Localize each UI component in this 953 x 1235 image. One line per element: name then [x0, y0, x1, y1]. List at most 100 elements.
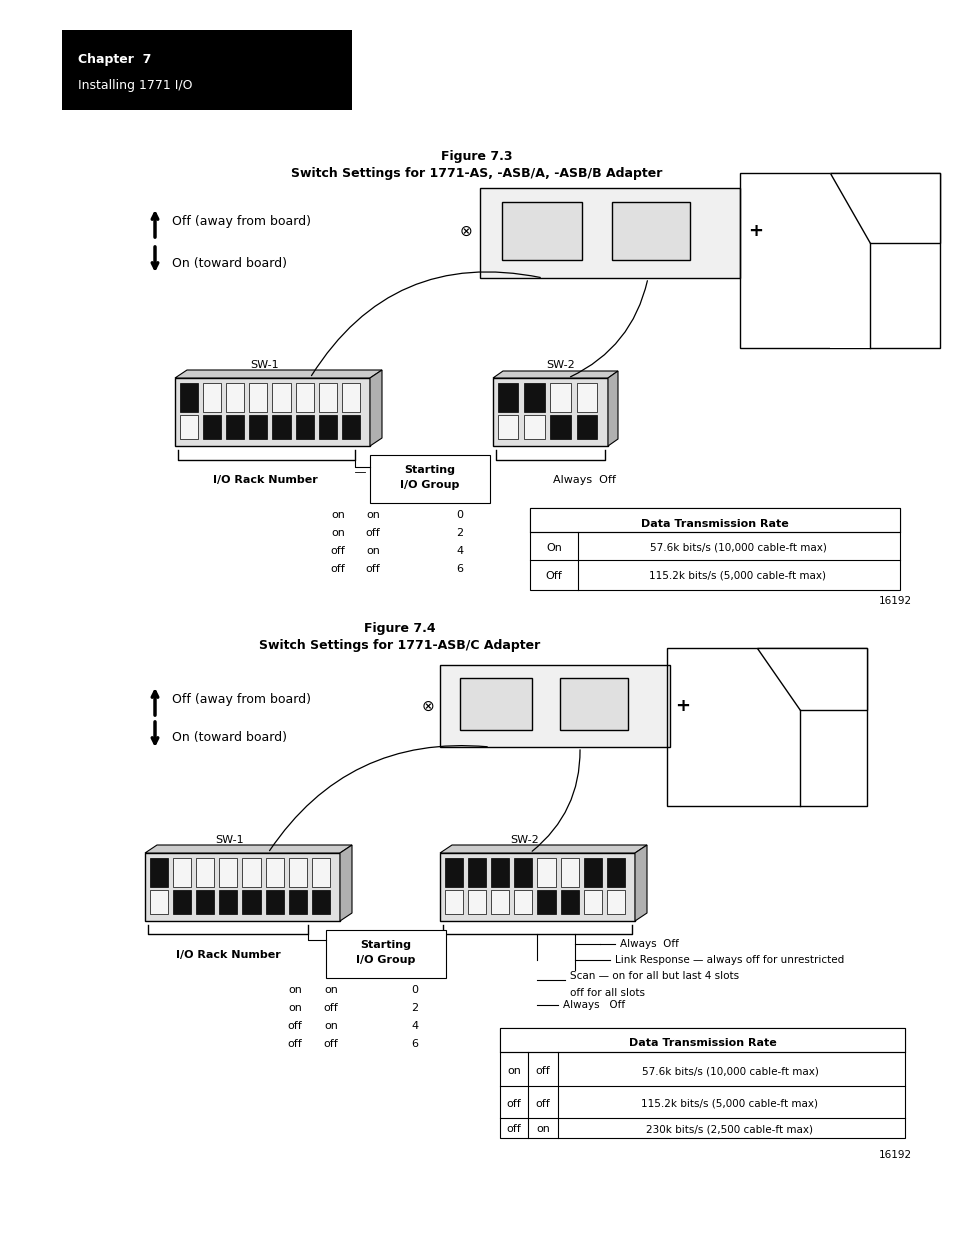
Polygon shape: [174, 370, 381, 378]
Bar: [439, 664, 669, 747]
Bar: [583, 890, 601, 914]
Bar: [196, 858, 214, 887]
Bar: [468, 858, 486, 887]
Text: Data Transmission Rate: Data Transmission Rate: [628, 1037, 776, 1049]
Text: Always   Off: Always Off: [562, 1000, 624, 1010]
Text: off: off: [323, 1003, 337, 1013]
Text: SW-2: SW-2: [510, 835, 538, 845]
Polygon shape: [370, 370, 381, 446]
Text: 0: 0: [456, 510, 463, 520]
Text: 2: 2: [411, 1003, 418, 1013]
Text: Starting: Starting: [404, 466, 455, 475]
Text: off: off: [330, 564, 345, 574]
Text: 57.6k bits/s (10,000 cable-ft max): 57.6k bits/s (10,000 cable-ft max): [649, 543, 825, 553]
Bar: [499, 1028, 904, 1137]
Text: off: off: [506, 1124, 521, 1134]
Bar: [341, 415, 359, 440]
Text: 115.2k bits/s (5,000 cable-ft max): 115.2k bits/s (5,000 cable-ft max): [640, 1099, 818, 1109]
Polygon shape: [607, 370, 618, 446]
Polygon shape: [439, 845, 646, 853]
Bar: [62, 30, 352, 110]
Text: 4: 4: [411, 1021, 418, 1031]
Polygon shape: [339, 845, 352, 921]
Bar: [318, 383, 336, 412]
Text: 115.2k bits/s (5,000 cable-ft max): 115.2k bits/s (5,000 cable-ft max): [649, 571, 825, 580]
Bar: [341, 383, 359, 412]
Text: Switch Settings for 1771-ASB/C Adapter: Switch Settings for 1771-ASB/C Adapter: [259, 638, 540, 652]
Bar: [537, 858, 555, 887]
Bar: [326, 930, 446, 978]
Bar: [172, 890, 191, 914]
Bar: [550, 415, 571, 440]
Text: off: off: [287, 1039, 302, 1049]
Bar: [497, 383, 517, 412]
Text: 16192: 16192: [878, 597, 911, 606]
Bar: [459, 678, 532, 730]
Text: on: on: [536, 1124, 549, 1134]
Text: ⊗: ⊗: [459, 224, 472, 238]
Text: off: off: [330, 546, 345, 556]
Text: 16192: 16192: [878, 1150, 911, 1160]
Bar: [203, 383, 221, 412]
Bar: [180, 383, 198, 412]
Bar: [196, 890, 214, 914]
Bar: [583, 858, 601, 887]
Bar: [444, 858, 462, 887]
Bar: [150, 890, 168, 914]
Bar: [203, 415, 221, 440]
Text: off: off: [287, 1021, 302, 1031]
Text: Starting: Starting: [360, 940, 411, 950]
Bar: [514, 858, 532, 887]
Bar: [249, 415, 267, 440]
Text: 4: 4: [456, 546, 463, 556]
Bar: [468, 890, 486, 914]
Polygon shape: [829, 173, 939, 243]
Polygon shape: [493, 370, 618, 378]
Bar: [242, 858, 260, 887]
Bar: [560, 858, 578, 887]
Bar: [439, 853, 635, 921]
Text: Installing 1771 I/O: Installing 1771 I/O: [78, 79, 193, 91]
Text: on: on: [366, 510, 379, 520]
Bar: [497, 415, 517, 440]
Bar: [370, 454, 490, 503]
Bar: [530, 508, 899, 532]
Text: off: off: [323, 1039, 337, 1049]
Text: off: off: [535, 1099, 550, 1109]
Text: On (toward board): On (toward board): [172, 257, 287, 269]
Text: off: off: [506, 1099, 521, 1109]
Text: On (toward board): On (toward board): [172, 730, 287, 743]
Text: SW-1: SW-1: [215, 835, 244, 845]
Bar: [318, 415, 336, 440]
Text: on: on: [324, 986, 337, 995]
Polygon shape: [829, 173, 939, 348]
Text: ⊗: ⊗: [421, 699, 434, 714]
Text: Switch Settings for 1771-AS, -ASB/A, -ASB/B Adapter: Switch Settings for 1771-AS, -ASB/A, -AS…: [291, 167, 662, 180]
Text: 6: 6: [456, 564, 463, 574]
Bar: [226, 415, 244, 440]
Text: Always  Off: Always Off: [553, 475, 616, 485]
Text: Scan — on for all but last 4 slots: Scan — on for all but last 4 slots: [569, 971, 739, 981]
Text: Figure 7.4: Figure 7.4: [364, 622, 436, 635]
Bar: [219, 890, 237, 914]
Bar: [577, 415, 597, 440]
Text: +: +: [748, 222, 762, 240]
Text: On: On: [545, 543, 561, 553]
Text: Chapter  7: Chapter 7: [78, 53, 152, 67]
Bar: [273, 415, 291, 440]
Bar: [242, 890, 260, 914]
Bar: [174, 378, 370, 446]
Polygon shape: [635, 845, 646, 921]
Text: on: on: [288, 986, 302, 995]
Bar: [265, 858, 283, 887]
Bar: [172, 858, 191, 887]
Text: I/O Rack Number: I/O Rack Number: [213, 475, 317, 485]
Bar: [524, 415, 544, 440]
Text: on: on: [331, 529, 345, 538]
Bar: [550, 383, 571, 412]
Bar: [666, 648, 866, 806]
Text: Always  Off: Always Off: [619, 939, 679, 948]
Bar: [514, 890, 532, 914]
Bar: [273, 383, 291, 412]
Text: I/O Group: I/O Group: [400, 480, 459, 490]
